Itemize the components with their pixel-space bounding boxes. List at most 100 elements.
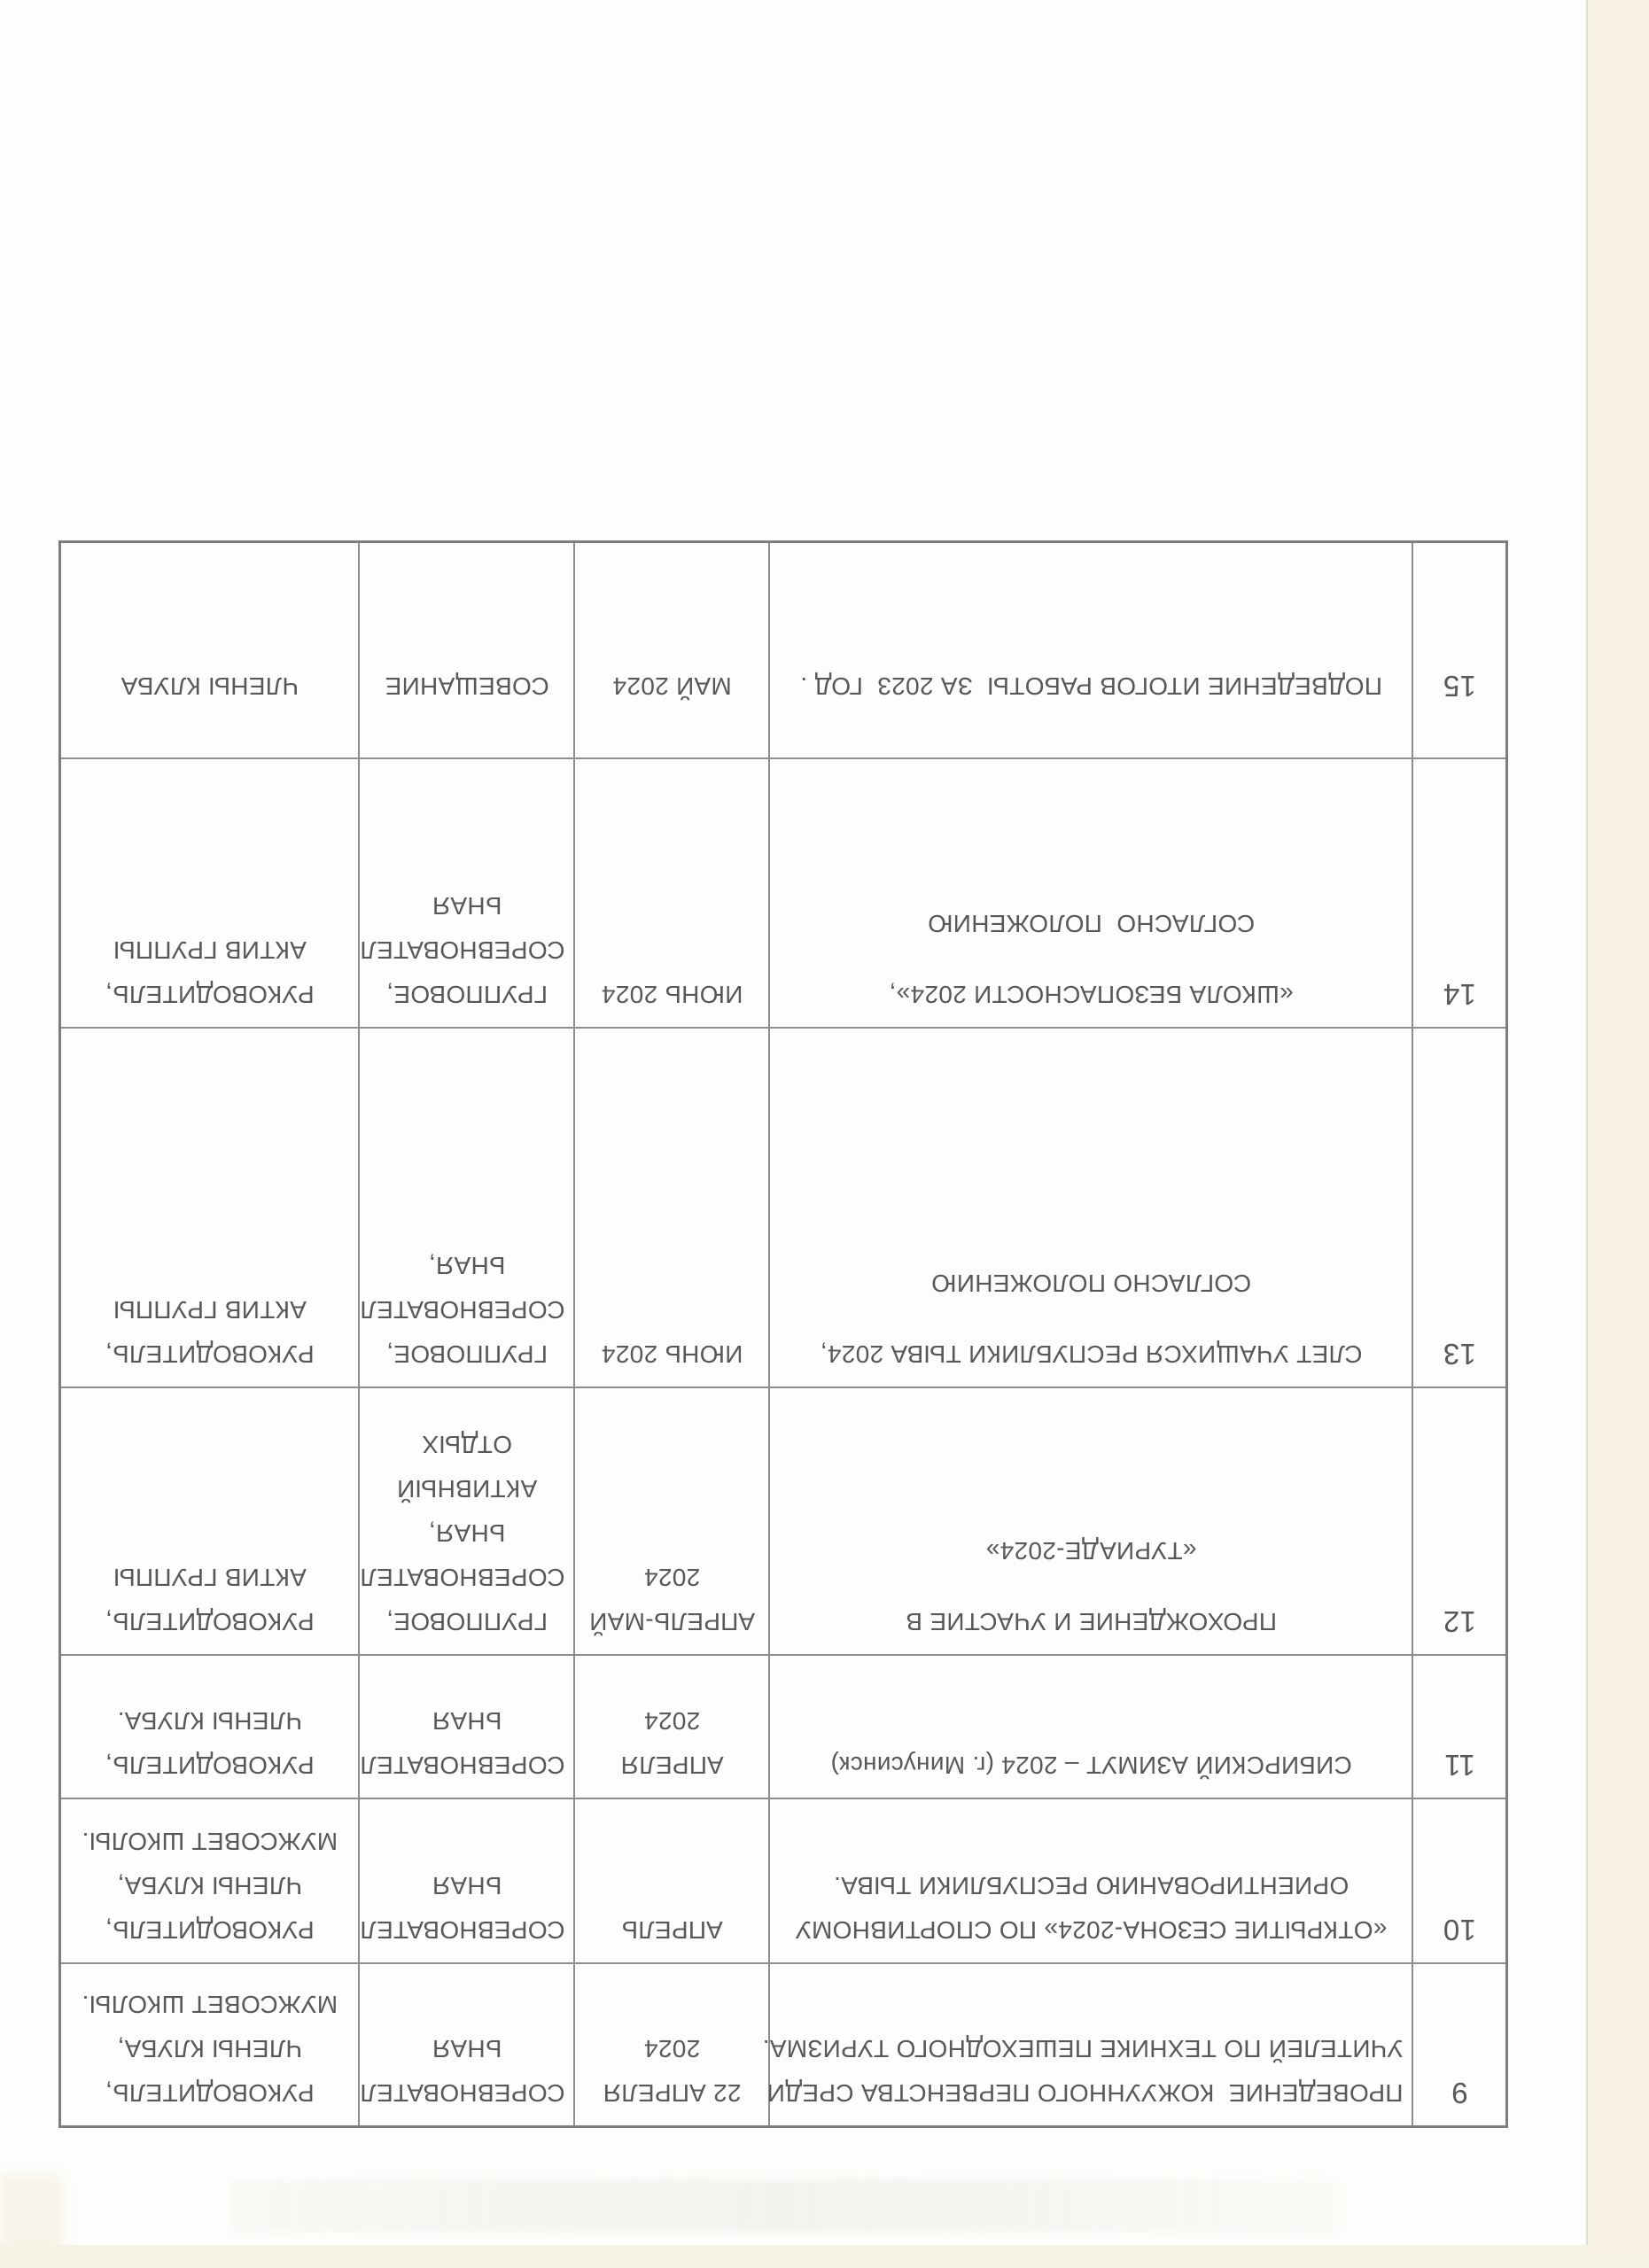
cell-form: СОРЕВНОВАТЕЛ ЬНАЯ [359, 1655, 575, 1799]
cell-line: РУКОВОДИТЕЛЬ, [105, 2079, 315, 2107]
cell-line: 9 [1451, 2077, 1468, 2109]
page-edge-strip [1586, 0, 1649, 2268]
cell-responsible: РУКОВОДИТЕЛЬ, ЧЛЕНЫ КЛУБА. [59, 1655, 360, 1799]
cell-line: СИБИРСКИЙ АЗИМУТ – 2024 (г. Минусинск) [830, 1751, 1352, 1780]
cell-number: 13 [1412, 1028, 1507, 1388]
cell-line: РУКОВОДИТЕЛЬ, [105, 1340, 315, 1369]
cell-line: СОГЛАСНО ПОЛОЖЕНИЮ [927, 910, 1256, 938]
cell-date: АПРЕЛЬ-МАЙ 2024 [574, 1387, 770, 1656]
cell-description: СЛЕТ УЧАЩИХСЯ РЕСПУБЛИКИ ТЫВА 2024, СОГЛА… [769, 1028, 1413, 1388]
cell-line: ИЮНЬ 2024 [601, 1340, 743, 1369]
cell-number: 14 [1412, 758, 1507, 1029]
cell-line [780, 946, 1404, 973]
activity-plan-table: 9 ПРОВЕДЕНИЕ КОЖУУННОГО ПЕРВЕНСТВА СРЕДИ У… [58, 540, 1508, 2128]
cell-line: СОРЕВНОВАТЕЛ [360, 1564, 565, 1592]
cell-line: МУЖСОВЕТ ШКОЛЫ. [82, 1991, 338, 2018]
cell-line: АПРЕЛЬ [621, 1916, 723, 1945]
cell-line: ИЮНЬ 2024 [601, 981, 743, 1009]
cell-line: СОРЕВНОВАТЕЛ [360, 1751, 565, 1780]
cell-line: РУКОВОДИТЕЛЬ, [105, 981, 315, 1009]
cell-responsible: ЧЛЕНЫ КЛУБА [59, 541, 360, 759]
cell-line: АКТИВ ГРУППЫ [113, 1296, 307, 1324]
rotated-content: 9 ПРОВЕДЕНИЕ КОЖУУННОГО ПЕРВЕНСТВА СРЕДИ У… [58, 540, 1508, 2128]
cell-line: СОРЕВНОВАТЕЛ [360, 1296, 565, 1324]
cell-line: ЧЛЕНЫ КЛУБА, [117, 1872, 303, 1900]
cell-line: 2024 [643, 2035, 701, 2062]
cell-line: 15 [1443, 670, 1476, 703]
cell-description: ПРОХОЖДЕНИЕ И УЧАСТИЕ В «ТУРИАДЕ-2024» [769, 1387, 1413, 1656]
cell-line: АКТИВ ГРУППЫ [113, 936, 307, 965]
cell-line: ГРУППОВОЕ, [385, 1340, 548, 1369]
cell-line: СОГЛАСНО ПОЛОЖЕНИЮ [930, 1270, 1252, 1298]
cell-form: ГРУППОВОЕ, СОРЕВНОВАТЕЛ ЬНАЯ, АКТИВНЫЙ ОТДЫХ [359, 1387, 575, 1656]
cell-form: СОРЕВНОВАТЕЛ ЬНАЯ [359, 1798, 575, 1964]
cell-line: ЬНАЯ [432, 1707, 502, 1736]
cell-line: 12 [1443, 1605, 1476, 1639]
cell-line: 13 [1443, 1338, 1476, 1371]
cell-line: ЬНАЯ [432, 892, 502, 920]
cell-line: АПРЕЛЬ-МАЙ [588, 1608, 756, 1636]
table-row: 10 «ОТКРЫТИЕ СЕЗОНА-2024» ПО СПОРТИВНОМУ О… [59, 1798, 1507, 1964]
cell-line: 11 [1443, 1749, 1475, 1783]
cell-line: СОРЕВНОВАТЕЛ [360, 2079, 565, 2107]
cell-line: СОРЕВНОВАТЕЛ [360, 1916, 565, 1945]
cell-responsible: РУКОВОДИТЕЛЬ, АКТИВ ГРУППЫ [59, 1028, 360, 1388]
cell-form: ГРУППОВОЕ, СОРЕВНОВАТЕЛ ЬНАЯ [359, 758, 575, 1029]
cell-line: ОТДЫХ [422, 1431, 512, 1459]
cell-line: ЧЛЕНЫ КЛУБА. [117, 1707, 303, 1736]
cell-line: ЬНАЯ [432, 2035, 502, 2062]
cell-date: ИЮНЬ 2024 [574, 758, 770, 1029]
cell-line: СОВЕЩАНИЕ [385, 672, 549, 701]
cell-description: «ШКОЛА БЕЗОПАСНОСТИ 2024», СОГЛАСНО ПОЛОЖ… [769, 758, 1413, 1029]
cell-number: 9 [1412, 1963, 1507, 2127]
cell-description: СИБИРСКИЙ АЗИМУТ – 2024 (г. Минусинск) [769, 1655, 1413, 1799]
cell-line: ЧЛЕНЫ КЛУБА, [117, 2035, 303, 2062]
cell-number: 11 [1412, 1655, 1507, 1799]
page-bottom-strip [0, 2245, 1649, 2268]
table-row: 15 ПОДВЕДЕНИЕ ИТОГОВ РАБОТЫ ЗА 2023 ГОД .… [59, 541, 1507, 759]
cell-line: РУКОВОДИТЕЛЬ, [105, 1916, 315, 1945]
table-row: 14 «ШКОЛА БЕЗОПАСНОСТИ 2024», СОГЛАСНО ПОЛ… [59, 758, 1507, 1029]
cell-date: МАЙ 2024 [574, 541, 770, 759]
table-row: 9 ПРОВЕДЕНИЕ КОЖУУННОГО ПЕРВЕНСТВА СРЕДИ У… [59, 1963, 1507, 2127]
cell-line: ЧЛЕНЫ КЛУБА [121, 672, 299, 701]
cell-responsible: РУКОВОДИТЕЛЬ, АКТИВ ГРУППЫ [59, 758, 360, 1029]
cell-description: «ОТКРЫТИЕ СЕЗОНА-2024» ПО СПОРТИВНОМУ ОРИ… [769, 1798, 1413, 1964]
cell-number: 10 [1412, 1798, 1507, 1964]
cell-line: ПРОХОЖДЕНИЕ И УЧАСТИЕ В [906, 1608, 1277, 1636]
cell-responsible: РУКОВОДИТЕЛЬ, ЧЛЕНЫ КЛУБА, МУЖСОВЕТ ШКОЛЫ. [59, 1798, 360, 1964]
cell-line: СЛЕТ УЧАЩИХСЯ РЕСПУБЛИКИ ТЫВА 2024, [820, 1340, 1363, 1369]
cell-form: СОВЕЩАНИЕ [359, 541, 575, 759]
cell-date: АПРЕЛЬ [574, 1798, 770, 1964]
cell-number: 15 [1412, 541, 1507, 759]
cell-line: 2024 [643, 1564, 701, 1592]
cell-line: ЬНАЯ [432, 1872, 502, 1900]
cell-description: ПРОВЕДЕНИЕ КОЖУУННОГО ПЕРВЕНСТВА СРЕДИ УЧ… [762, 1963, 1413, 2127]
cell-form: СОРЕВНОВАТЕЛ ЬНАЯ [359, 1963, 575, 2127]
cell-line [780, 1306, 1404, 1332]
cell-line: «ШКОЛА БЕЗОПАСНОСТИ 2024», [889, 981, 1294, 1009]
cell-date: 22 АПРЕЛЯ 2024 [574, 1963, 770, 2127]
cell-line: 14 [1443, 978, 1476, 1012]
scan-smudge [230, 2179, 1338, 2233]
cell-line: ЬНАЯ, [428, 1519, 506, 1548]
cell-date: АПРЕЛЯ 2024 [574, 1655, 770, 1799]
cell-line: АПРЕЛЯ [620, 1751, 724, 1780]
cell-line: «ТУРИАДЕ-2024» [985, 1537, 1197, 1565]
cell-line: МУЖСОВЕТ ШКОЛЫ. [82, 1828, 338, 1856]
table-row: 13 СЛЕТ УЧАЩИХСЯ РЕСПУБЛИКИ ТЫВА 2024, СОГ… [59, 1028, 1507, 1388]
table-row: 11 СИБИРСКИЙ АЗИМУТ – 2024 (г. Минусинск)… [59, 1655, 1507, 1799]
cell-description: ПОДВЕДЕНИЕ ИТОГОВ РАБОТЫ ЗА 2023 ГОД . [769, 541, 1413, 759]
cell-form: ГРУППОВОЕ, СОРЕВНОВАТЕЛ ЬНАЯ, [359, 1028, 575, 1388]
table-rotation-wrapper: 9 ПРОВЕДЕНИЕ КОЖУУННОГО ПЕРВЕНСТВА СРЕДИ У… [58, 540, 1508, 2128]
cell-line: АКТИВНЫЙ [396, 1475, 538, 1503]
cell-line: РУКОВОДИТЕЛЬ, [105, 1751, 315, 1780]
cell-line: МАЙ 2024 [612, 672, 732, 701]
cell-line: УЧИТЕЛЕЙ ПО ТЕХНИКЕ ПЕШЕХОДНОГО ТУРИЗМА. [762, 2035, 1404, 2062]
cell-line: ПОДВЕДЕНИЕ ИТОГОВ РАБОТЫ ЗА 2023 ГОД . [800, 672, 1382, 701]
cell-line: «ОТКРЫТИЕ СЕЗОНА-2024» ПО СПОРТИВНОМУ [795, 1916, 1388, 1945]
cell-line: ЬНАЯ, [428, 1252, 506, 1280]
cell-line: 22 АПРЕЛЯ [603, 2079, 742, 2107]
cell-line: РУКОВОДИТЕЛЬ, [105, 1608, 315, 1636]
